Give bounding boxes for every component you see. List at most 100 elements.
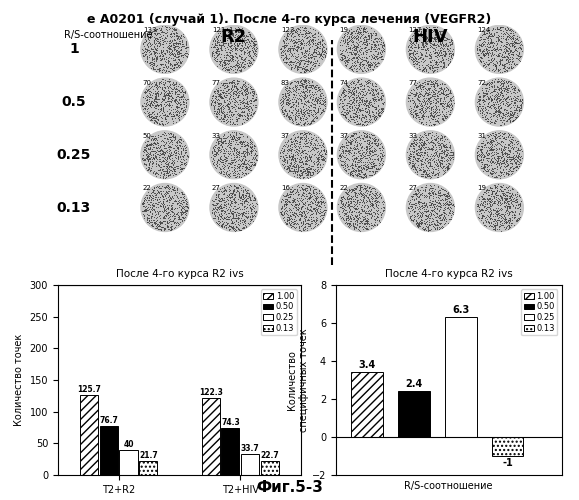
Point: [236, 83, 245, 91]
Point: [509, 158, 518, 166]
Point: [353, 183, 362, 191]
Point: [314, 106, 323, 114]
Point: [515, 88, 524, 96]
Point: [415, 43, 424, 51]
Point: [146, 31, 155, 39]
Point: [151, 66, 160, 74]
Point: [216, 136, 225, 143]
Point: [144, 108, 153, 116]
Point: [238, 162, 247, 170]
Point: [306, 92, 315, 100]
Point: [229, 76, 239, 84]
Point: [217, 158, 226, 166]
Point: [245, 96, 254, 104]
Point: [233, 80, 242, 88]
Point: [224, 88, 233, 96]
Point: [355, 162, 364, 170]
Point: [362, 58, 371, 66]
Point: [306, 50, 316, 58]
Point: [422, 64, 431, 72]
Point: [492, 164, 501, 172]
Point: [227, 54, 236, 62]
Point: [488, 102, 497, 110]
Point: [497, 186, 506, 194]
Point: [250, 141, 259, 149]
Point: [152, 54, 161, 62]
Point: [410, 198, 419, 206]
Point: [336, 199, 345, 207]
Point: [159, 192, 168, 200]
Point: [490, 164, 500, 172]
Point: [152, 118, 162, 126]
Point: [430, 56, 439, 64]
Point: [499, 134, 508, 142]
Point: [173, 110, 182, 118]
Point: [178, 152, 188, 160]
Point: [159, 90, 168, 98]
Point: [422, 98, 431, 106]
Point: [497, 112, 507, 120]
Point: [479, 91, 489, 99]
Point: [182, 194, 191, 202]
Point: [486, 52, 496, 60]
Point: [297, 81, 306, 89]
Point: [138, 198, 147, 206]
Point: [515, 155, 525, 163]
Point: [151, 94, 160, 102]
Point: [284, 29, 293, 37]
Point: [370, 146, 379, 154]
Point: [156, 157, 165, 165]
Point: [340, 136, 350, 143]
Point: [362, 54, 371, 62]
Point: [412, 210, 422, 218]
Point: [158, 40, 167, 48]
Point: [510, 140, 519, 148]
Point: [372, 114, 381, 122]
Point: [446, 148, 456, 156]
Point: [175, 46, 185, 54]
Point: [224, 173, 233, 181]
Point: [488, 195, 497, 203]
Point: [343, 212, 353, 220]
Point: [223, 102, 232, 110]
Point: [489, 210, 498, 218]
Point: [286, 160, 295, 168]
Point: [240, 152, 249, 160]
Point: [363, 82, 372, 90]
Point: [346, 104, 355, 112]
Point: [227, 140, 236, 148]
Point: [243, 209, 252, 217]
Point: [488, 134, 497, 142]
Point: [146, 207, 155, 215]
Point: [221, 98, 230, 106]
Point: [171, 48, 180, 56]
Point: [377, 100, 386, 108]
Point: [355, 190, 364, 198]
Point: [171, 43, 180, 51]
Point: [138, 210, 148, 218]
Point: [379, 196, 388, 204]
Point: [216, 41, 225, 49]
Point: [140, 146, 149, 154]
Point: [229, 224, 238, 232]
Point: [212, 160, 222, 168]
Point: [345, 104, 354, 112]
Point: [152, 224, 161, 232]
Point: [370, 196, 379, 204]
Point: [512, 106, 522, 114]
Point: [367, 34, 376, 42]
Point: [174, 40, 183, 48]
Point: [372, 55, 381, 63]
Point: [141, 156, 150, 164]
Point: [296, 164, 305, 172]
Point: [492, 206, 501, 214]
Point: [289, 212, 298, 220]
Point: [299, 200, 308, 208]
Point: [145, 150, 155, 158]
Point: [349, 101, 358, 109]
Point: [285, 47, 294, 55]
Point: [360, 32, 369, 40]
Point: [497, 212, 506, 220]
Point: [231, 60, 240, 68]
Point: [439, 143, 449, 151]
